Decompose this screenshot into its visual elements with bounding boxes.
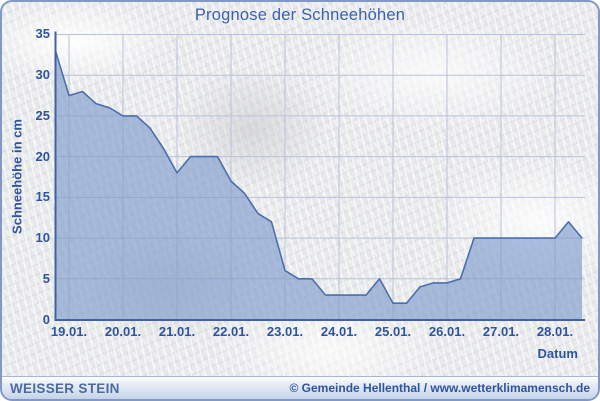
y-tick-label: 25 bbox=[35, 107, 50, 123]
y-tick-label: 15 bbox=[35, 189, 50, 205]
snow-line bbox=[54, 50, 583, 304]
copyright-text: © Gemeinde Hellenthal / www.wetterklimam… bbox=[289, 381, 591, 395]
x-tick-label: 26.01. bbox=[428, 324, 466, 339]
footer-bar: WEISSER STEIN © Gemeinde Hellenthal / ww… bbox=[2, 376, 598, 399]
snow-area-fill bbox=[55, 50, 582, 320]
x-tick-label: 23.01. bbox=[266, 324, 304, 339]
y-tick-label: 20 bbox=[35, 148, 50, 164]
x-tick-label: 19.01. bbox=[50, 324, 88, 339]
x-tick-label: 24.01. bbox=[320, 324, 358, 339]
y-tick-label: 35 bbox=[35, 26, 50, 42]
x-tick-label: 25.01. bbox=[374, 324, 412, 339]
x-tick-label: 20.01. bbox=[104, 324, 142, 339]
y-tick-label: 30 bbox=[35, 67, 50, 83]
x-tick-label: 27.01. bbox=[482, 324, 520, 339]
x-tick-label: 28.01. bbox=[536, 324, 574, 339]
x-tick-label: 21.01. bbox=[158, 324, 196, 339]
y-tick-label: 0 bbox=[42, 311, 50, 327]
y-tick-label: 10 bbox=[35, 230, 50, 246]
y-axis-title: Schneehöhe in cm bbox=[9, 119, 25, 234]
x-tick-label: 22.01. bbox=[212, 324, 250, 339]
station-name: WEISSER STEIN bbox=[10, 380, 120, 396]
chart-title: Prognose der Schneehöhen bbox=[194, 6, 406, 24]
y-tick-label: 5 bbox=[42, 270, 50, 286]
x-axis-title: Datum bbox=[537, 346, 578, 361]
